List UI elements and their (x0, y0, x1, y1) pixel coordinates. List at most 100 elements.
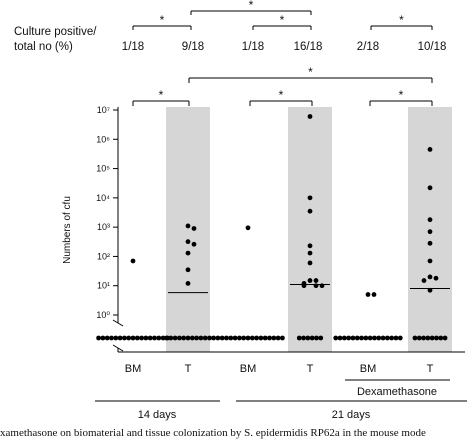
culture-counts: 1/18 9/18 1/18 16/18 2/18 10/18 (122, 41, 447, 53)
x-category-label: BM (360, 363, 377, 375)
x-category-label: T (427, 363, 434, 375)
y-ticks: 10⁰ 10¹ 10² 10³ 10⁴ 10⁵ 10⁶ 10⁷ (96, 105, 124, 352)
data-point-below-detection (104, 335, 110, 341)
data-point-below-detection (425, 335, 431, 341)
axis-break (112, 344, 124, 352)
significance-star: * (159, 88, 164, 102)
data-point-below-detection (341, 335, 347, 341)
data-point (307, 260, 313, 266)
data-point-below-detection (189, 335, 195, 341)
data-point-below-detection (346, 335, 352, 341)
data-point-below-detection (134, 335, 140, 341)
data-point (185, 239, 191, 245)
data-point-below-detection (429, 335, 435, 341)
culture-label-line2: total no (%) (14, 41, 73, 53)
data-point-below-detection (397, 335, 403, 341)
tissue-shading (166, 107, 452, 352)
data-point (191, 241, 197, 247)
data-point-below-detection (442, 335, 448, 341)
culture-count: 16/18 (294, 41, 323, 53)
data-points (96, 114, 448, 341)
significance-star: * (308, 65, 313, 79)
y-tick-label: 10² (97, 251, 110, 261)
data-point (307, 195, 313, 201)
y-tick-label: 10³ (97, 222, 110, 232)
significance-star: * (399, 88, 404, 102)
data-point-below-detection (249, 335, 255, 341)
data-point (427, 258, 433, 264)
data-point-below-detection (181, 335, 187, 341)
data-point-below-detection (275, 335, 281, 341)
x-category-label: BM (125, 363, 142, 375)
data-point-below-detection (211, 335, 217, 341)
data-point-below-detection (314, 335, 319, 341)
data-point-below-detection (421, 335, 426, 341)
data-point-below-detection (232, 335, 238, 341)
data-point (313, 278, 319, 283)
significance-star: * (399, 13, 404, 27)
days21-label: 21 days (332, 409, 371, 421)
data-point-below-detection (117, 335, 123, 341)
data-point-below-detection (96, 335, 101, 341)
data-point-below-detection (363, 335, 369, 341)
data-point-below-detection (372, 335, 377, 341)
data-point-below-detection (380, 335, 386, 341)
data-point (427, 217, 433, 223)
data-point (427, 240, 433, 246)
data-point (191, 226, 197, 231)
data-point (307, 278, 313, 283)
y-tick-label: 10⁴ (96, 193, 110, 203)
data-point-below-detection (384, 335, 390, 341)
data-point-below-detection (164, 335, 169, 341)
data-point-below-detection (333, 335, 339, 341)
data-point-below-detection (156, 335, 162, 341)
significance-star: * (280, 13, 285, 27)
data-point-below-detection (100, 335, 106, 341)
tissue-column-shade (288, 107, 332, 352)
data-point-below-detection (139, 335, 145, 341)
data-point-below-detection (258, 335, 264, 341)
data-point-below-detection (367, 335, 373, 341)
data-point-below-detection (194, 335, 200, 341)
y-axis-label: Numbers of cfu (62, 196, 73, 264)
y-tick-label: 10¹ (97, 281, 110, 291)
data-point-below-detection (389, 335, 395, 341)
data-point-below-detection (412, 335, 418, 341)
data-point-below-detection (254, 335, 259, 341)
data-point-below-detection (109, 335, 114, 341)
data-point-below-detection (126, 335, 132, 341)
data-point (185, 223, 191, 229)
data-point-below-detection (215, 335, 221, 341)
data-point-below-detection (318, 335, 324, 341)
data-point-below-detection (113, 335, 119, 341)
data-point (130, 258, 136, 264)
data-point-below-detection (393, 335, 399, 341)
data-point-below-detection (267, 335, 272, 341)
data-point-below-detection (271, 335, 277, 341)
caption-fragment: xamethasone on biomaterial and tissue co… (0, 427, 426, 439)
data-point (307, 250, 313, 256)
data-point-below-detection (143, 335, 149, 341)
culture-label-line1: Culture positive/ (14, 26, 97, 38)
data-point-below-detection (224, 335, 229, 341)
axis-break (112, 319, 124, 327)
data-point (307, 243, 313, 249)
data-point (185, 250, 191, 256)
median-lines (168, 284, 450, 294)
data-point-below-detection (198, 335, 204, 341)
data-point-below-detection (172, 335, 178, 341)
dexamethasone-label: Dexamethasone (357, 386, 437, 398)
data-point-below-detection (160, 335, 166, 341)
data-point-below-detection (262, 335, 268, 341)
significance-brackets: * * * * * * * * (132, 0, 433, 106)
culture-count: 10/18 (418, 41, 447, 53)
data-point-below-detection (280, 335, 285, 341)
x-category-labels: BM T BM T BM T (125, 363, 434, 375)
data-point-below-detection (122, 335, 127, 341)
data-point-below-detection (130, 335, 136, 341)
culture-count: 2/18 (357, 41, 379, 53)
data-point (185, 280, 191, 286)
data-point-below-detection (152, 335, 157, 341)
data-point (307, 208, 313, 214)
culture-count: 1/18 (122, 41, 144, 53)
